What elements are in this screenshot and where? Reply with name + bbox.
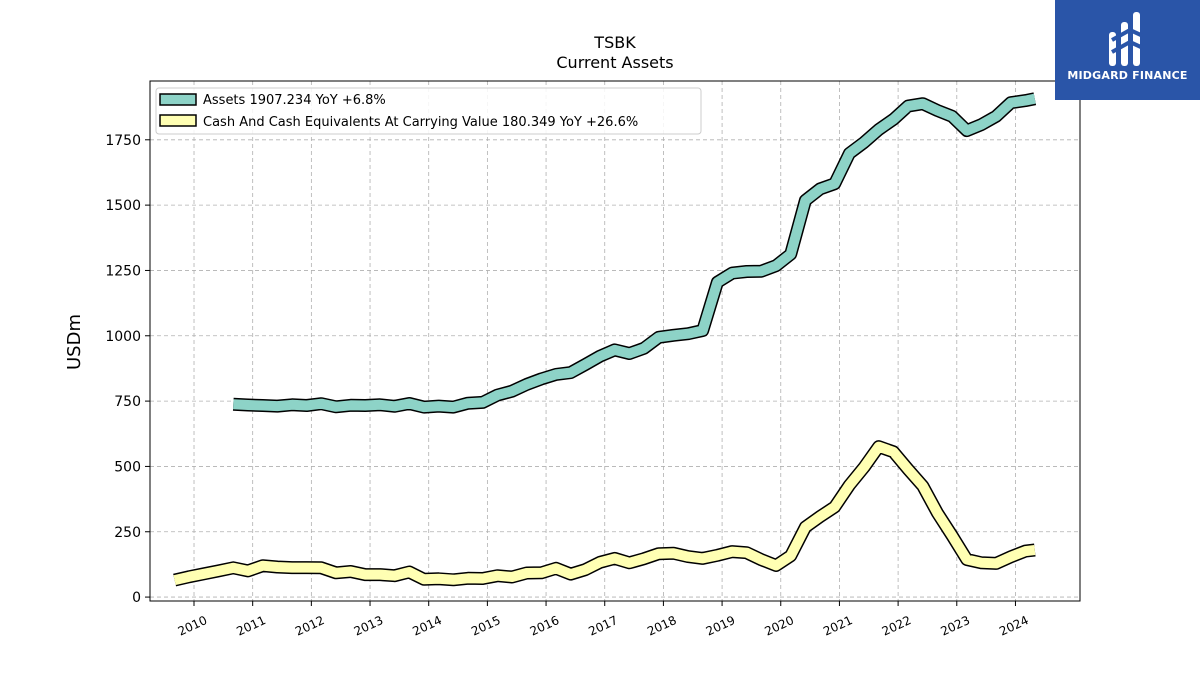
series-line-assets bbox=[233, 93, 1036, 413]
brand-name: MIDGARD FINANCE bbox=[1067, 69, 1188, 82]
x-tick-label: 2019 bbox=[704, 613, 738, 639]
legend-label-assets: Assets 1907.234 YoY +6.8% bbox=[203, 93, 386, 108]
y-tick-label: 1500 bbox=[105, 198, 141, 214]
x-tick-label: 2023 bbox=[938, 613, 972, 639]
legend-swatch-assets bbox=[159, 93, 197, 106]
x-tick-label: 2024 bbox=[997, 613, 1031, 639]
y-tick-label: 250 bbox=[114, 525, 141, 541]
legend-swatch-cash bbox=[159, 114, 197, 127]
legend-box bbox=[155, 87, 702, 135]
chart-title: TSBK bbox=[593, 33, 636, 52]
y-tick-label: 1750 bbox=[105, 133, 141, 149]
y-tick-label: 1250 bbox=[105, 263, 141, 279]
y-tick-label: 0 bbox=[132, 590, 141, 606]
y-axis-label: USDm bbox=[64, 314, 85, 370]
brand-logo: MIDGARD FINANCE bbox=[1055, 0, 1200, 100]
x-tick-label: 2022 bbox=[880, 613, 914, 639]
series-line-cash bbox=[173, 441, 1036, 585]
y-tick-label: 1000 bbox=[105, 329, 141, 345]
x-tick-label: 2011 bbox=[234, 613, 268, 639]
plot-frame bbox=[149, 80, 1081, 602]
x-tick-label: 2013 bbox=[352, 613, 386, 639]
x-tick-label: 2015 bbox=[469, 613, 503, 639]
legend-label-cash: Cash And Cash Equivalents At Carrying Va… bbox=[203, 115, 638, 130]
x-tick-label: 2020 bbox=[762, 613, 796, 639]
y-tick-label: 500 bbox=[114, 459, 141, 475]
series-layer bbox=[173, 92, 1037, 587]
legend: Assets 1907.234 YoY +6.8% Cash And Cash … bbox=[155, 87, 702, 135]
x-tick-label: 2017 bbox=[586, 613, 620, 639]
x-tick-label: 2018 bbox=[645, 613, 679, 639]
chart-subtitle: Current Assets bbox=[556, 53, 673, 72]
x-tick-label: 2010 bbox=[176, 613, 210, 639]
y-tick-label: 750 bbox=[114, 394, 141, 410]
midgard-logo-icon bbox=[1109, 12, 1144, 66]
x-tick-label: 2016 bbox=[528, 613, 562, 639]
x-tick-label: 2014 bbox=[410, 613, 444, 639]
x-tick-label: 2021 bbox=[821, 613, 855, 639]
x-tick-label: 2012 bbox=[293, 613, 327, 639]
series-outline-assets bbox=[232, 92, 1037, 414]
